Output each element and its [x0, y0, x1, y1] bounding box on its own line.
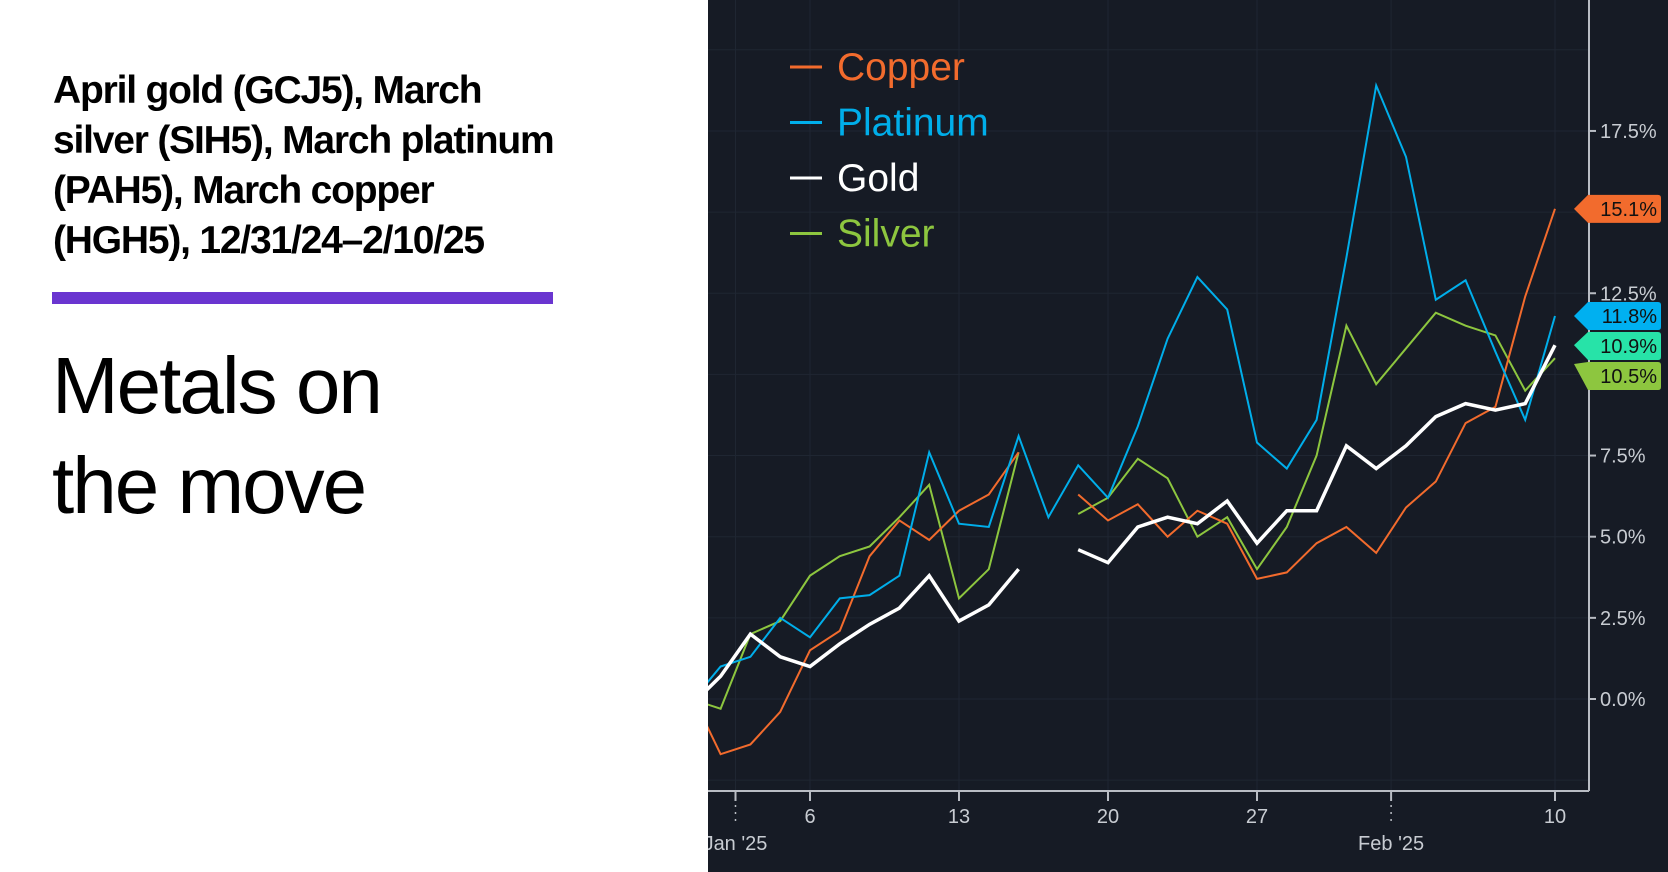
x-tick-label: 27 [1246, 806, 1268, 828]
value-tag-shape [1574, 194, 1661, 223]
accent-divider [52, 292, 553, 304]
x-month-label: Jan '25 [708, 833, 767, 855]
subtitle-line: April gold (GCJ5), March [53, 69, 483, 112]
value-tag-label: 15.1% [1600, 199, 1657, 221]
value-tag-label: 10.9% [1600, 336, 1657, 358]
value-tag-label: 10.5% [1600, 366, 1657, 388]
x-tick-label: 6 [804, 806, 815, 828]
value-tag-label: 11.8% [1602, 306, 1657, 328]
y-tick-label: 5.0% [1600, 527, 1646, 549]
value-tag-gold: 10.9% [1574, 331, 1661, 360]
legend-label: Platinum [837, 102, 989, 145]
x-tick-label: 10 [1544, 806, 1566, 828]
series-line-copper [708, 451, 1020, 756]
value-tag-shape [1574, 301, 1661, 330]
x-tick-label: 20 [1097, 806, 1119, 828]
headline-line: the move [52, 441, 367, 530]
x-tick-label: 13 [948, 806, 970, 828]
value-tag-shape [1574, 331, 1661, 360]
series-line-copper [1077, 208, 1556, 581]
value-tag-silver: 10.5% [1574, 361, 1661, 390]
series-line-gold [1077, 344, 1557, 565]
subtitle-line: (PAH5), March copper [53, 169, 435, 212]
legend-item-platinum: Platinum [790, 102, 989, 145]
series-group [708, 81, 1557, 756]
legend-label: Silver [837, 213, 935, 256]
value-tag-platinum: 11.8% [1574, 301, 1661, 330]
legend-item-gold: Gold [790, 157, 919, 200]
title-panel: April gold (GCJ5), March silver (SIH5), … [0, 0, 708, 872]
series-line-silver [1077, 311, 1556, 572]
headline-line: Metals on [52, 341, 383, 430]
value-tag-shape [1574, 361, 1661, 390]
y-tick-label: 7.5% [1600, 446, 1646, 468]
legend-label: Copper [837, 46, 965, 89]
line-chart: 0.0% 2.5% 5.0% 7.5% 12.5% 17.5% Jan '25 6 13 20 27… [708, 0, 1661, 855]
series-line-gold [708, 568, 1020, 692]
series-line-platinum [708, 81, 1556, 684]
series-line-silver [708, 452, 1020, 710]
y-tick-label: 0.0% [1600, 689, 1646, 711]
x-month-label: Feb '25 [1358, 833, 1424, 855]
y-tick-label: 12.5% [1600, 283, 1657, 305]
headline: Metals on the move [52, 336, 383, 536]
chart-subtitle: April gold (GCJ5), March silver (SIH5), … [53, 66, 555, 266]
subtitle-line: (HGH5), 12/31/24–2/10/25 [53, 219, 485, 262]
legend-label: Gold [837, 157, 919, 200]
subtitle-line: silver (SIH5), March platinum [53, 119, 555, 162]
y-tick-label: 2.5% [1600, 608, 1646, 630]
legend-item-silver: Silver [790, 213, 935, 256]
y-tick-label: 17.5% [1600, 121, 1657, 143]
value-tag-copper: 15.1% [1574, 194, 1661, 223]
chart-panel: 0.0% 2.5% 5.0% 7.5% 12.5% 17.5% Jan '25 6 13 20 27… [708, 0, 1668, 872]
legend-item-copper: Copper [790, 46, 965, 89]
